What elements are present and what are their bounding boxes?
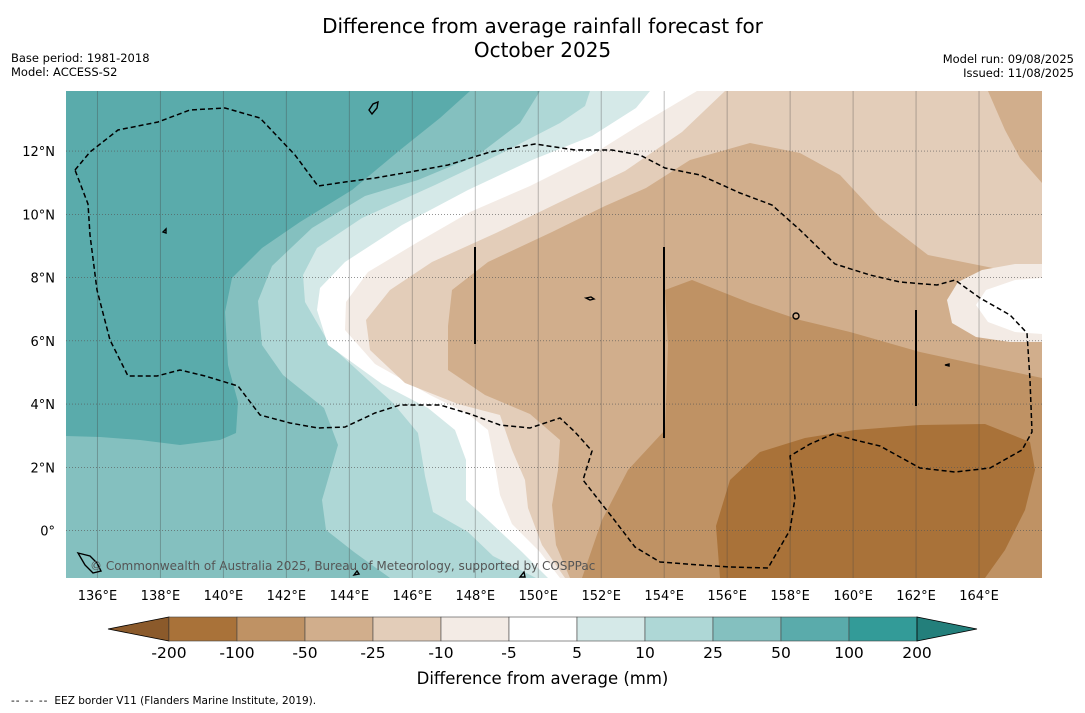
meridians <box>96 91 980 578</box>
lon-tick-label: 156°E <box>707 589 747 604</box>
meta-right: Model run: 09/08/2025 Issued: 11/08/2025 <box>943 52 1074 80</box>
map-fill-layers <box>66 91 1042 578</box>
lon-tick-label: 162°E <box>896 589 936 604</box>
eez-legend-symbol: -- -- -- <box>11 695 49 707</box>
base-period-label: Base period: 1981-2018 <box>11 51 150 65</box>
colorbar-title: Difference from average (mm) <box>416 669 669 688</box>
lon-tick-label: 154°E <box>644 589 684 604</box>
lon-tick-label: 160°E <box>833 589 873 604</box>
lon-tick-label: 140°E <box>204 589 244 604</box>
colorbar-segment <box>372 616 442 642</box>
lat-tick-label: 6°N <box>31 335 56 350</box>
footnote-text: EEZ border V11 (Flanders Marine Institut… <box>54 695 317 707</box>
colorbar-segment <box>712 616 782 642</box>
colorbar-segment <box>440 616 510 642</box>
colorbar-segment <box>576 616 646 642</box>
colorbar-segment <box>780 616 850 642</box>
lon-tick-label: 148°E <box>456 589 496 604</box>
zone-m100 <box>716 424 1042 578</box>
lat-tick-label: 8°N <box>31 272 56 287</box>
eez-border <box>74 107 1033 569</box>
island <box>944 363 950 367</box>
lon-tick-label: 136°E <box>78 589 118 604</box>
colorbar-segments <box>107 616 978 642</box>
colorbar-segment <box>236 616 306 642</box>
colorbar-label: 10 <box>635 644 655 662</box>
colorbar-segment <box>168 616 238 642</box>
map-title-line1: Difference from average rainfall forecas… <box>322 14 763 38</box>
colorbar-label: -200 <box>151 644 186 662</box>
meta-left: Base period: 1981-2018 Model: ACCESS-S2 <box>11 51 150 79</box>
colorbar-label: -25 <box>360 644 385 662</box>
lon-tick-label: 150°E <box>518 589 558 604</box>
island <box>352 569 361 577</box>
colorbar-labels: -200 -100 -50 -25 -10 -5 5 10 25 50 100 200 <box>151 644 931 662</box>
colorbar-extend-low <box>107 616 170 642</box>
lat-tick-label: 4°N <box>31 398 56 413</box>
lon-tick-label: 152°E <box>581 589 621 604</box>
colorbar-label: -10 <box>428 644 453 662</box>
lat-tick-label: 12°N <box>22 145 55 160</box>
colorbar-label: -100 <box>219 644 254 662</box>
island <box>76 551 103 574</box>
lon-tick-label: 164°E <box>959 589 999 604</box>
colorbar-segment <box>848 616 918 642</box>
lon-tick-label: 142°E <box>267 589 307 604</box>
graticule <box>66 150 1042 531</box>
island <box>583 296 596 301</box>
colorbar-extend-high <box>916 616 978 642</box>
zone-p5-pocket <box>976 278 1042 334</box>
footnote: -- -- -- EEZ border V11 (Flanders Marine … <box>11 695 316 707</box>
colorbar-label: 5 <box>572 644 582 662</box>
map-title: Difference from average rainfall forecas… <box>0 14 1085 62</box>
lon-tick-label: 146°E <box>393 589 433 604</box>
map-title-line2: October 2025 <box>473 38 612 62</box>
colorbar-label: 25 <box>703 644 723 662</box>
lon-tick-label: 144°E <box>330 589 370 604</box>
colorbar-label: 50 <box>771 644 791 662</box>
colorbar-label: 100 <box>834 644 864 662</box>
model-label: Model: ACCESS-S2 <box>11 65 118 79</box>
island <box>518 570 526 578</box>
colorbar-segment <box>304 616 374 642</box>
lon-tick-label: 158°E <box>770 589 810 604</box>
land-features <box>76 100 950 578</box>
colorbar-label: -5 <box>501 644 516 662</box>
lat-tick-labels: 0° 2°N 4°N 6°N 8°N 10°N 12°N <box>22 145 55 539</box>
colorbar-label: -50 <box>292 644 317 662</box>
island <box>368 100 379 116</box>
island <box>161 227 167 234</box>
copyright-notice: © Commonwealth of Australia 2025, Bureau… <box>90 559 595 573</box>
lon-tick-label: 138°E <box>141 589 181 604</box>
lon-tick-labels: 136°E 138°E 140°E 142°E 144°E 146°E 148°E 150°E… <box>78 589 999 604</box>
eez-border-line <box>74 107 1033 569</box>
colorbar-label: 200 <box>902 644 932 662</box>
lat-tick-label: 0° <box>40 525 55 540</box>
colorbar-segment <box>644 616 714 642</box>
island <box>792 312 800 320</box>
lat-tick-label: 2°N <box>31 461 56 476</box>
model-run-label: Model run: 09/08/2025 <box>942 52 1074 66</box>
colorbar-segment <box>508 616 578 642</box>
issued-label: Issued: 11/08/2025 <box>963 66 1074 80</box>
lat-tick-label: 10°N <box>22 208 55 223</box>
